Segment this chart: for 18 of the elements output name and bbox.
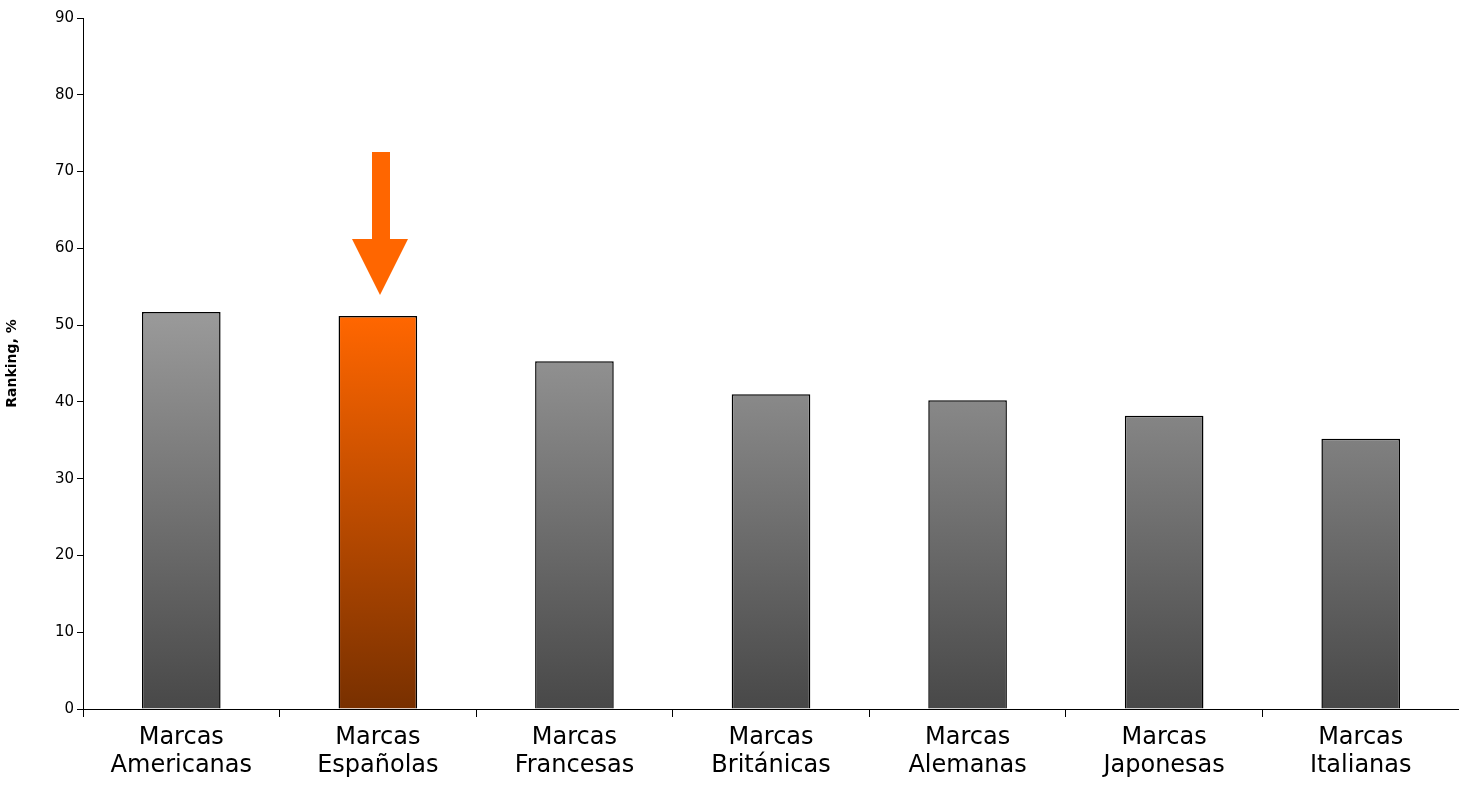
y-tick-label: 0 [64, 698, 74, 717]
x-tick-label: Marcas Británicas [711, 721, 831, 779]
x-tick-label: Marcas Españolas [317, 721, 439, 779]
y-tick-label: 40 [54, 391, 74, 410]
y-tick-label: 20 [54, 545, 74, 564]
y-tick-label: 90 [54, 7, 74, 26]
x-tick-label: Marcas Italianas [1309, 721, 1412, 779]
y-tick-label: 80 [54, 84, 74, 103]
x-tick-label: Marcas Alemanas [908, 721, 1027, 779]
y-tick-label: 70 [54, 161, 74, 180]
y-axis-title: Ranking, % [3, 319, 20, 408]
y-tick-label: 10 [54, 622, 74, 641]
x-tick-label: Marcas Japonesas [1101, 721, 1225, 779]
y-tick-label: 50 [54, 315, 74, 333]
y-tick-label: 30 [54, 468, 74, 487]
x-tick-label: Marcas Americanas [110, 721, 252, 779]
x-tick-label: Marcas Francesas [514, 721, 635, 779]
y-tick-label: 60 [54, 238, 74, 257]
